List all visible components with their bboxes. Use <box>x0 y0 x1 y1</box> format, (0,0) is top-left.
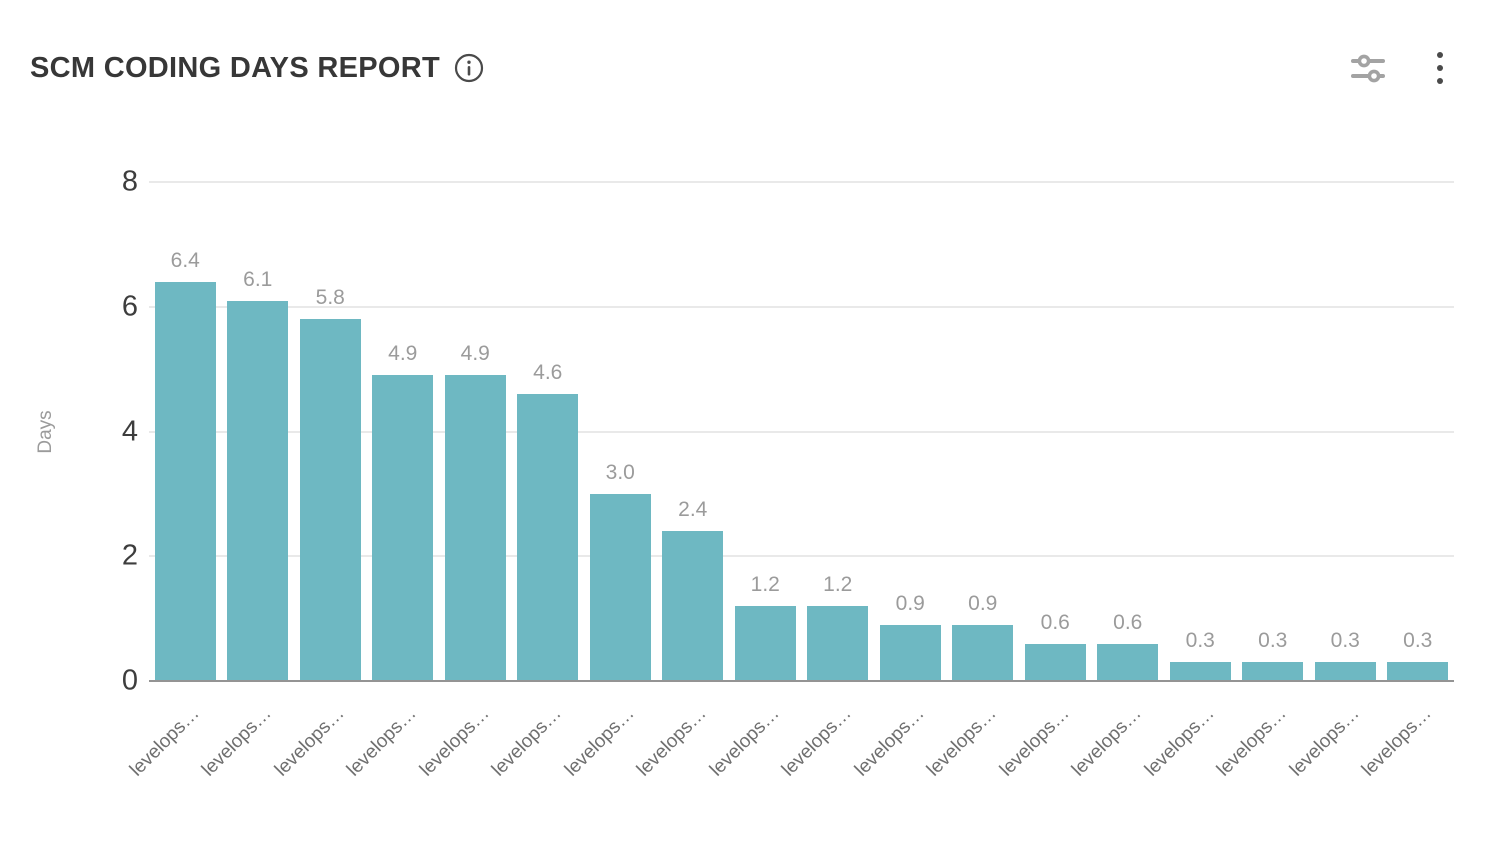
bar-value-label: 0.9 <box>895 591 925 615</box>
y-tick-label-2: 2 <box>121 539 138 572</box>
info-circle-icon[interactable] <box>454 53 484 83</box>
bar-value-label: 6.1 <box>243 267 273 291</box>
x-axis-label: levelops… <box>705 703 784 781</box>
bar-value-label: 1.2 <box>823 573 853 597</box>
bar-value-label: 5.8 <box>315 286 345 310</box>
x-axis-label: levelops… <box>995 703 1074 781</box>
gridline-8 <box>149 181 1454 183</box>
x-axis-label: levelops… <box>1213 703 1291 781</box>
chart-bar[interactable] <box>1169 662 1231 681</box>
chart-bar[interactable] <box>227 300 289 681</box>
bar-value-label: 0.3 <box>1185 629 1215 653</box>
chart-bar[interactable] <box>952 624 1014 681</box>
chart-bar[interactable] <box>734 606 796 681</box>
x-axis-label: levelops… <box>1140 703 1219 781</box>
y-tick-label-0: 0 <box>121 664 138 697</box>
x-axis-label: levelops… <box>1068 703 1146 781</box>
bar-value-label: 0.3 <box>1258 629 1288 653</box>
bar-value-label: 6.4 <box>170 248 200 272</box>
widget-title: SCM CODING DAYS REPORT <box>30 51 440 84</box>
chart-bar[interactable] <box>662 531 724 681</box>
filters-sliders-icon[interactable] <box>1346 46 1390 90</box>
x-axis-label: levelops… <box>488 703 566 781</box>
x-axis-label: levelops… <box>198 703 276 781</box>
y-axis-title: Days <box>35 409 56 454</box>
bar-value-label: 0.6 <box>1040 610 1070 634</box>
chart-bar[interactable] <box>1024 643 1086 681</box>
chart-bar[interactable] <box>372 375 434 681</box>
gridline-4 <box>149 430 1454 433</box>
x-axis-label: levelops… <box>125 703 204 781</box>
chart-bar[interactable] <box>1387 662 1449 681</box>
x-axis-label: levelops… <box>560 703 639 781</box>
chart-bar[interactable] <box>1314 662 1376 681</box>
chart-bar[interactable] <box>807 606 869 681</box>
y-tick-label-4: 4 <box>121 415 138 447</box>
chart-bar[interactable] <box>879 624 941 681</box>
gridline-6 <box>149 305 1454 308</box>
bar-value-label: 3.0 <box>605 460 635 484</box>
bar-value-label: 4.6 <box>533 361 563 385</box>
bar-value-label: 4.9 <box>388 342 418 366</box>
chart-bar[interactable] <box>154 281 216 681</box>
kebab-menu-icon[interactable] <box>1418 46 1462 90</box>
bar-value-label: 0.3 <box>1330 629 1360 653</box>
chart-bar[interactable] <box>299 319 361 681</box>
chart-bar[interactable] <box>589 493 651 681</box>
x-axis-label: levelops… <box>1285 703 1364 781</box>
x-axis-label: levelops… <box>1358 703 1436 781</box>
bar-value-label: 1.2 <box>750 573 780 597</box>
bar-value-label: 2.4 <box>678 498 708 522</box>
bar-value-label: 4.9 <box>460 342 490 366</box>
x-axis-label: levelops… <box>343 703 421 781</box>
chart-bar[interactable] <box>517 394 579 681</box>
x-axis-label: levelops… <box>633 703 711 781</box>
bar-value-label: 0.3 <box>1403 629 1433 653</box>
widget-header: SCM CODING DAYS REPORT <box>30 46 1462 90</box>
y-tick-label-6: 6 <box>121 290 138 323</box>
x-axis-label: levelops… <box>778 703 856 781</box>
x-axis-label: levelops… <box>923 703 1001 781</box>
x-axis-label: levelops… <box>850 703 929 781</box>
gridline-2 <box>149 555 1454 558</box>
x-axis-line <box>149 680 1454 682</box>
y-tick-label-8: 8 <box>121 165 138 198</box>
bar-value-label: 0.6 <box>1113 610 1143 634</box>
bar-value-label: 0.9 <box>968 591 998 615</box>
chart-bar[interactable] <box>1097 643 1159 681</box>
x-axis-label: levelops… <box>415 703 494 781</box>
chart-bar[interactable] <box>1242 662 1304 681</box>
x-axis-label: levelops… <box>270 703 349 781</box>
chart-bar[interactable] <box>444 375 506 681</box>
